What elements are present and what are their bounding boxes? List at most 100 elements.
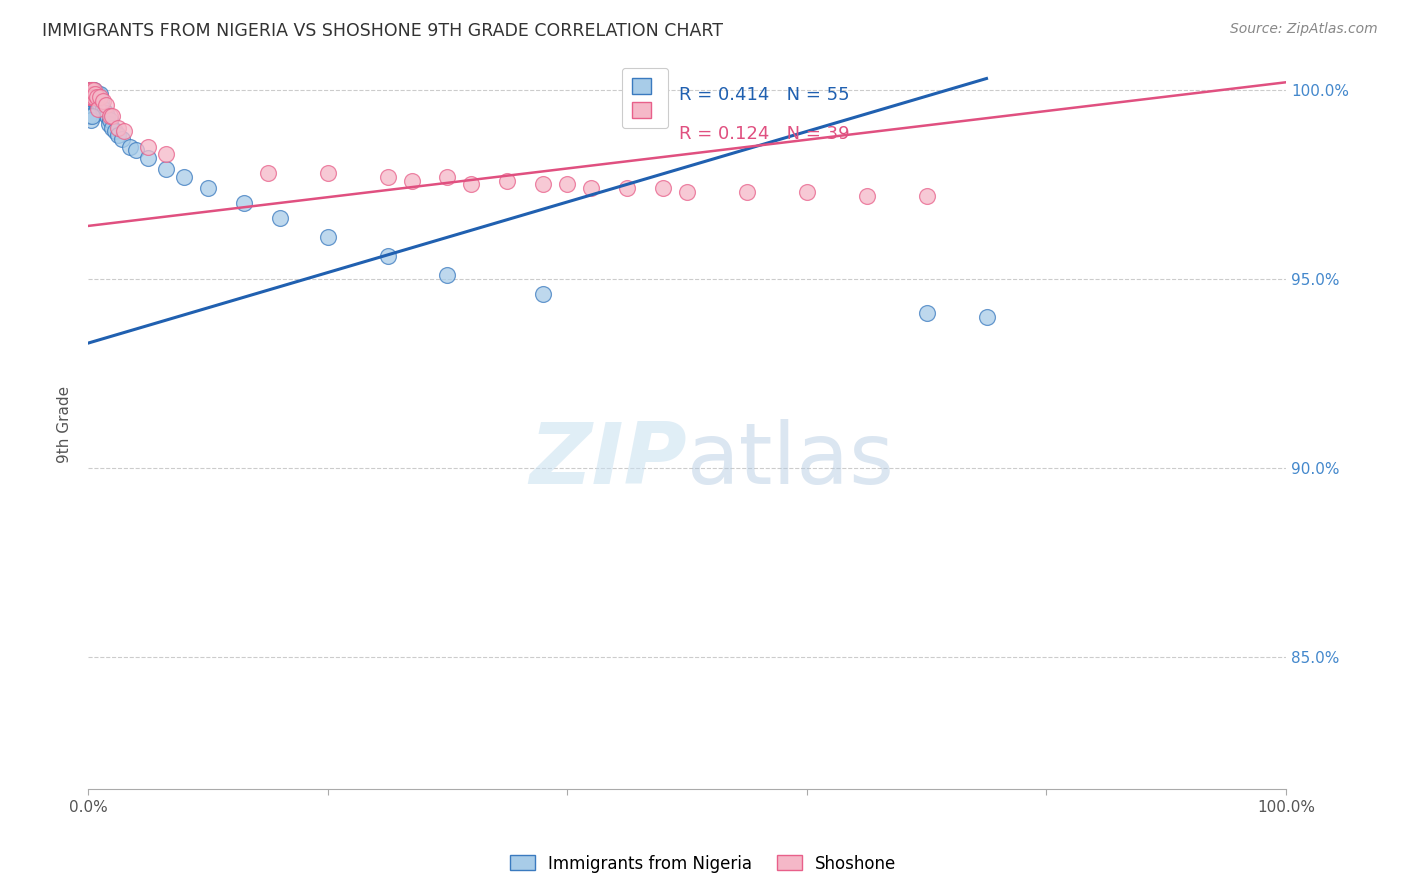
Point: [94, 105, 117, 120]
Point: [377, 249, 399, 263]
Point: [79, 87, 101, 101]
Point: [80, 109, 103, 123]
Point: [79, 83, 101, 97]
Point: [377, 169, 399, 184]
Point: [107, 120, 129, 135]
Point: [82, 83, 104, 97]
Point: [125, 144, 148, 158]
Text: IMMIGRANTS FROM NIGERIA VS SHOSHONE 9TH GRADE CORRELATION CHART: IMMIGRANTS FROM NIGERIA VS SHOSHONE 9TH …: [42, 22, 723, 40]
Point: [79, 90, 101, 104]
Point: [676, 185, 699, 199]
Point: [79, 83, 101, 97]
Point: [82, 90, 104, 104]
Text: R = 0.414   N = 55: R = 0.414 N = 55: [679, 86, 849, 103]
Point: [101, 120, 124, 135]
Y-axis label: 9th Grade: 9th Grade: [58, 386, 72, 463]
Text: atlas: atlas: [688, 419, 896, 502]
Point: [93, 105, 115, 120]
Point: [436, 169, 458, 184]
Point: [460, 178, 482, 192]
Text: ZIP: ZIP: [530, 419, 688, 502]
Legend: Immigrants from Nigeria, Shoshone: Immigrants from Nigeria, Shoshone: [503, 848, 903, 880]
Point: [84, 94, 107, 108]
Point: [86, 87, 108, 101]
Point: [91, 94, 114, 108]
Point: [111, 132, 134, 146]
Point: [89, 98, 111, 112]
Point: [316, 230, 339, 244]
Point: [80, 83, 103, 97]
Point: [652, 181, 675, 195]
Point: [90, 94, 112, 108]
Point: [89, 90, 111, 104]
Point: [79, 87, 101, 101]
Point: [97, 117, 120, 131]
Point: [855, 188, 877, 202]
Point: [86, 98, 108, 112]
Point: [83, 94, 105, 108]
Point: [531, 178, 554, 192]
Point: [555, 178, 578, 192]
Point: [531, 287, 554, 301]
Point: [79, 90, 101, 104]
Point: [79, 87, 101, 101]
Point: [79, 90, 101, 104]
Point: [87, 87, 110, 101]
Point: [616, 181, 638, 195]
Point: [401, 173, 423, 187]
Point: [107, 128, 129, 143]
Point: [80, 90, 103, 104]
Point: [80, 94, 103, 108]
Point: [155, 162, 177, 177]
Point: [316, 166, 339, 180]
Point: [256, 166, 278, 180]
Point: [96, 109, 118, 123]
Point: [136, 151, 159, 165]
Point: [79, 94, 101, 108]
Point: [87, 102, 110, 116]
Point: [79, 109, 101, 123]
Point: [232, 196, 254, 211]
Point: [79, 87, 101, 101]
Point: [83, 83, 105, 97]
Point: [103, 124, 125, 138]
Point: [82, 98, 104, 112]
Point: [84, 87, 107, 101]
Point: [79, 90, 101, 104]
Point: [976, 310, 998, 324]
Point: [87, 98, 110, 112]
Point: [98, 109, 121, 123]
Point: [86, 90, 108, 104]
Point: [80, 83, 103, 97]
Point: [136, 139, 159, 153]
Point: [112, 124, 135, 138]
Point: [79, 83, 101, 97]
Point: [581, 181, 603, 195]
Point: [91, 102, 114, 116]
Point: [82, 87, 104, 101]
Legend: , : ,: [621, 68, 668, 128]
Point: [735, 185, 758, 199]
Point: [79, 94, 101, 108]
Point: [84, 87, 107, 101]
Point: [87, 90, 110, 104]
Point: [173, 169, 195, 184]
Point: [79, 83, 101, 97]
Point: [269, 211, 291, 226]
Point: [197, 181, 219, 195]
Text: Source: ZipAtlas.com: Source: ZipAtlas.com: [1230, 22, 1378, 37]
Point: [915, 306, 938, 320]
Point: [79, 113, 101, 128]
Point: [83, 83, 105, 97]
Point: [915, 188, 938, 202]
Point: [796, 185, 818, 199]
Point: [89, 87, 111, 101]
Point: [436, 268, 458, 282]
Point: [155, 147, 177, 161]
Point: [94, 98, 117, 112]
Point: [83, 87, 105, 101]
Point: [120, 139, 142, 153]
Point: [83, 90, 105, 104]
Point: [496, 173, 519, 187]
Point: [80, 87, 103, 101]
